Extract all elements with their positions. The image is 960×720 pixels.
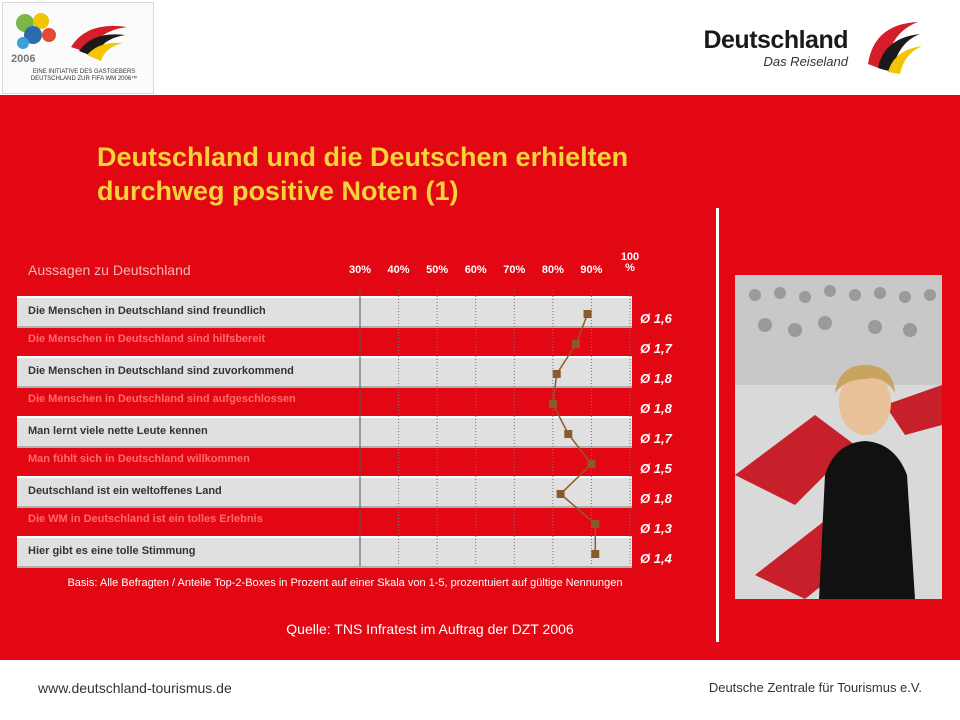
statement-label: Deutschland ist ein weltoffenes Land <box>28 485 222 497</box>
average-grade-label: Ø 1,5 <box>640 461 672 476</box>
data-point <box>556 490 565 498</box>
statement-label: Die Menschen in Deutschland sind hilfsbe… <box>28 333 266 345</box>
statement-row: Die Menschen in Deutschland sind aufgesc… <box>17 386 632 414</box>
data-point <box>548 400 557 408</box>
brand-subtitle: Das Reiseland <box>763 54 848 69</box>
average-grade-label: Ø 1,4 <box>640 551 672 566</box>
photo-image <box>735 275 942 599</box>
statement-row: Hier gibt es eine tolle Stimmung <box>17 536 632 568</box>
average-grade-label: Ø 1,3 <box>640 521 672 536</box>
statement-label: Die WM in Deutschland ist ein tolles Erl… <box>28 513 263 525</box>
wm-2006-logo: 2006 EINE INITIATIVE DES GASTGEBERS DEUT… <box>2 2 154 94</box>
x-tick-label: 30% <box>348 264 372 276</box>
chart-area: Aussagen zu Deutschland 30% 40% 50% 60% 70% 8… <box>0 240 700 580</box>
data-point <box>591 550 600 558</box>
data-point <box>583 310 592 318</box>
footer-website-link[interactable]: www.deutschland-tourismus.de <box>38 680 232 696</box>
x-tick-label: 90% <box>580 264 603 276</box>
statement-row: Die Menschen in Deutschland sind freundl… <box>17 296 632 328</box>
slide-title: Deutschland und die Deutschen erhielten … <box>97 142 629 206</box>
x-tick-label: 60% <box>464 264 487 276</box>
statement-label: Die Menschen in Deutschland sind zuvorko… <box>28 365 294 377</box>
statement-row: Man fühlt sich in Deutschland willkommen <box>17 446 632 474</box>
statement-row: Die WM in Deutschland ist ein tolles Erl… <box>17 506 632 534</box>
data-point <box>587 460 596 468</box>
logo-caption: EINE INITIATIVE DES GASTGEBERS DEUTSCHLA… <box>30 69 138 82</box>
average-grade-label: Ø 1,8 <box>640 401 672 416</box>
x-tick-label: 40% <box>387 264 410 276</box>
footer-organisation: Deutsche Zentrale für Tourismus e.V. <box>708 680 922 695</box>
x-tick-label: 80% <box>541 264 564 276</box>
statement-label: Man fühlt sich in Deutschland willkommen <box>28 453 250 465</box>
statement-label: Die Menschen in Deutschland sind aufgesc… <box>28 393 296 405</box>
statement-row: Die Menschen in Deutschland sind zuvorko… <box>17 356 632 388</box>
statement-row: Deutschland ist ein weltoffenes Land <box>17 476 632 508</box>
vertical-divider <box>716 208 719 642</box>
statement-row: Man lernt viele nette Leute kennen <box>17 416 632 448</box>
average-grade-label: Ø 1,8 <box>640 491 672 506</box>
basis-note: Basis: Alle Befragten / Anteile Top-2-Bo… <box>67 577 623 589</box>
statement-label: Man lernt viele nette Leute kennen <box>28 425 208 437</box>
x-tick-label: 50% <box>426 264 449 276</box>
average-grade-label: Ø 1,6 <box>640 311 672 326</box>
average-grade-label: Ø 1,7 <box>640 341 672 356</box>
crowd-photo <box>735 275 942 599</box>
germany-swoosh-icon <box>71 25 127 61</box>
footer-bar <box>0 660 960 720</box>
data-point <box>564 430 573 438</box>
statement-label: Hier gibt es eine tolle Stimmung <box>28 545 196 557</box>
series-line <box>552 313 597 554</box>
average-grade-label: Ø 1,8 <box>640 371 672 386</box>
brand-title: Deutschland <box>703 26 848 54</box>
x-tick-label: 100 % <box>620 251 640 274</box>
data-point <box>572 340 580 348</box>
wm-emblem-icon <box>16 13 56 49</box>
chart-title: Aussagen zu Deutschland <box>28 262 191 278</box>
average-grade-label: Ø 1,7 <box>640 431 672 446</box>
source-note: Quelle: TNS Infratest im Auftrag der DZT… <box>286 621 574 637</box>
x-tick-label: 70% <box>503 264 526 276</box>
data-point <box>552 370 561 378</box>
data-point <box>591 520 600 528</box>
eagle-swoosh-icon <box>868 22 922 74</box>
header-bar <box>0 0 960 95</box>
statement-row: Die Menschen in Deutschland sind hilfsbe… <box>17 326 632 354</box>
brand-logo: Deutschland Das Reiseland <box>703 22 878 72</box>
chart-svg <box>359 290 631 566</box>
statement-label: Die Menschen in Deutschland sind freundl… <box>28 305 266 317</box>
logo-year: 2006 <box>11 53 36 65</box>
